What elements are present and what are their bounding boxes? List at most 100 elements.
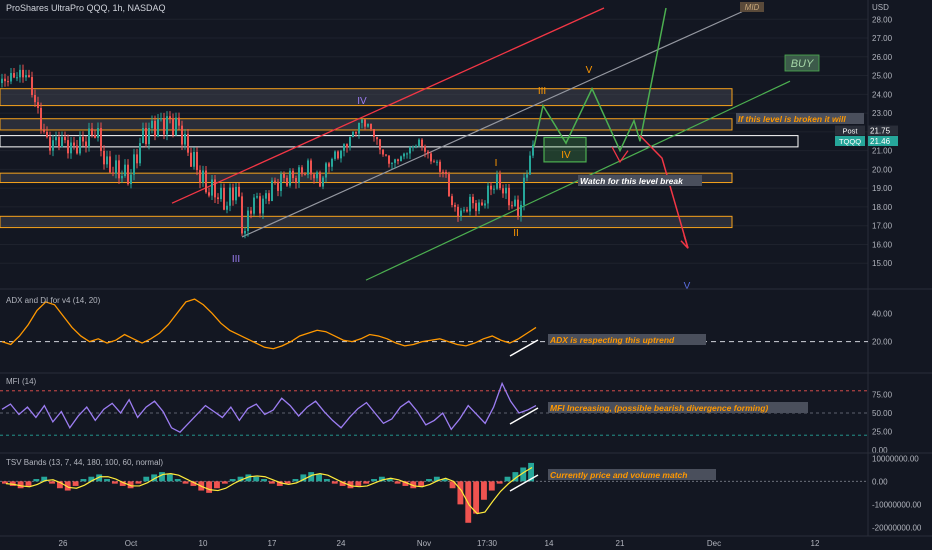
x-tick-label: 17: [268, 539, 277, 548]
candle-body: [433, 161, 435, 163]
tsv-bar: [135, 481, 142, 484]
tsv-bar: [33, 479, 40, 482]
candle-body: [379, 139, 381, 150]
candle-body: [481, 202, 483, 206]
tsv-bar: [386, 479, 393, 482]
candle-body: [196, 151, 198, 171]
tsv-bar: [300, 474, 307, 482]
mfi-panel-title: MFI (14): [6, 377, 37, 386]
mfi-line: [1, 381, 537, 434]
candle-body: [526, 174, 528, 178]
currency-label: USD: [872, 3, 889, 12]
candle-body: [439, 161, 441, 172]
candle-body: [382, 149, 384, 155]
candle-body: [325, 163, 327, 178]
tsv-bar: [159, 472, 165, 482]
panel-note: MFI Increasing, (possible bearish diverg…: [550, 403, 768, 413]
candle-body: [76, 145, 78, 154]
tsv-bar: [221, 481, 228, 484]
candle-body: [163, 118, 165, 135]
candle-body: [262, 198, 264, 214]
candle-body: [427, 151, 429, 154]
candle-body: [466, 209, 468, 212]
wave-label: II: [513, 228, 519, 239]
x-tick-label: 12: [811, 539, 820, 548]
candle-body: [115, 160, 117, 174]
panel-tick: 20.00: [872, 338, 893, 347]
panel-tick: -20000000.00: [872, 523, 922, 532]
tsv-bar: [104, 479, 110, 482]
x-tick-label: 10: [199, 539, 208, 548]
tsv-bar: [261, 479, 267, 482]
tsv-bar: [394, 481, 401, 484]
y-tick-label: 25.00: [872, 72, 893, 81]
candle-body: [43, 129, 45, 132]
candle-body: [235, 186, 237, 201]
candle-body: [406, 153, 408, 155]
tsv-bar: [143, 476, 150, 482]
candle-body: [469, 196, 471, 212]
candle-body: [79, 136, 81, 154]
tsv-bar: [418, 481, 425, 486]
candle-body: [130, 174, 132, 185]
candle-body: [280, 174, 282, 191]
x-tick-label: Dec: [707, 539, 721, 548]
candle-body: [520, 204, 522, 217]
candle-body: [352, 131, 354, 138]
tsv-bar: [72, 481, 79, 486]
tsv-bar: [426, 479, 432, 482]
tsv-bar: [269, 481, 275, 484]
tsv-bar: [127, 481, 134, 489]
candle-body: [34, 95, 36, 103]
candle-body: [178, 117, 180, 126]
candle-body: [229, 187, 231, 206]
candle-body: [211, 179, 213, 196]
candle-body: [220, 187, 222, 200]
candle-body: [454, 204, 456, 207]
tsv-bar: [151, 474, 158, 482]
candle-body: [511, 205, 513, 207]
ticker-name: Post: [842, 127, 858, 136]
candle-body: [364, 119, 366, 127]
trend-arrow: [509, 407, 539, 425]
candle-body: [64, 137, 66, 141]
candle-body: [304, 174, 306, 176]
candle-body: [124, 164, 126, 176]
candle-body: [40, 107, 42, 130]
candle-body: [55, 137, 57, 141]
candle-body: [490, 185, 492, 190]
candle-body: [478, 202, 480, 212]
tsv-bar: [308, 472, 315, 482]
panel-tick: 50.00: [872, 409, 893, 418]
tsv-bar: [496, 481, 503, 484]
candle-body: [256, 196, 258, 198]
candle-body: [418, 139, 420, 146]
candle-body: [169, 116, 171, 119]
candle-body: [85, 141, 87, 147]
candle-body: [58, 137, 60, 148]
chart-title: ProShares UltraPro QQQ, 1h, NASDAQ: [6, 3, 166, 13]
candle-body: [310, 160, 312, 175]
candle-body: [385, 154, 387, 156]
red-channel-line: [171, 7, 605, 204]
wave-label: I: [495, 158, 498, 169]
candle-body: [10, 73, 12, 82]
tsv-bar: [433, 476, 440, 482]
zone-note: If this level is broken it will: [738, 114, 846, 124]
wave-label: V: [586, 65, 593, 76]
candle-body: [172, 118, 174, 136]
mid-badge: [740, 2, 764, 12]
indicator-panels: 40.00 20.00 ADX is respecting this uptrend…: [0, 288, 932, 532]
candle-body: [394, 159, 396, 163]
price-axis: 28.0027.0026.0025.0024.0023.0022.0021.00…: [835, 0, 898, 536]
candle-body: [301, 167, 303, 175]
ticker-tag: [835, 125, 865, 136]
tsv-bar: [206, 481, 213, 493]
candle-body: [271, 180, 273, 202]
candle-body: [499, 174, 501, 189]
candle-body: [151, 120, 153, 129]
candle-body: [202, 170, 204, 183]
candle-body: [409, 147, 411, 154]
